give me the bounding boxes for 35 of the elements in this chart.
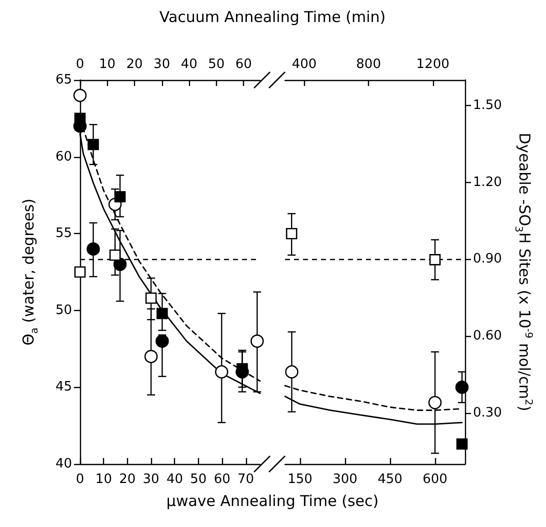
x-tick-label: 150 xyxy=(288,472,312,487)
x-tick-label: 0 xyxy=(76,472,84,487)
x-tick-label: 70 xyxy=(238,472,254,487)
x-tick-label: 600 xyxy=(422,472,448,487)
y-tick-label: 60 xyxy=(55,149,72,164)
x2-tick-label: 20 xyxy=(126,57,143,72)
x2-axis-title: Vacuum Annealing Time (min) xyxy=(159,8,386,26)
x2-tick-label: 30 xyxy=(154,57,170,72)
y-tick-label: 50 xyxy=(55,302,72,318)
x-tick-label: 30 xyxy=(142,472,160,487)
y-tick-label: 65 xyxy=(55,72,72,88)
x-tick-label: 300 xyxy=(332,472,358,487)
y2-tick-label: 1.20 xyxy=(473,174,502,190)
x-tick-label: 60 xyxy=(214,472,230,487)
x-tick-label: 10 xyxy=(95,472,112,487)
y2-tick-label: 0.30 xyxy=(473,405,502,420)
y-tick-label: 40 xyxy=(55,456,72,472)
x2-tick-label: 50 xyxy=(208,57,225,72)
x2-tick-label: 0 xyxy=(76,57,84,72)
x2-tick-label: 10 xyxy=(99,57,116,72)
x-tick-label: 40 xyxy=(166,472,184,487)
x2-tick-label: 1200 xyxy=(416,57,450,72)
x2-tick-label: 60 xyxy=(235,57,252,72)
x2-tick-label: 400 xyxy=(292,57,317,72)
x-tick-label: 50 xyxy=(190,472,207,487)
x2-tick-label: 800 xyxy=(356,57,381,72)
y-tick-label: 55 xyxy=(55,226,72,242)
y2-tick-label: 0.60 xyxy=(473,328,502,344)
x2-tick-label: 40 xyxy=(180,57,198,72)
x-axis-title: μwave Annealing Time (sec) xyxy=(166,492,379,510)
y-tick-label: 45 xyxy=(55,380,72,395)
y2-tick-label: 1.50 xyxy=(473,98,502,114)
x-tick-label: 450 xyxy=(378,472,402,487)
x-tick-label: 20 xyxy=(119,472,136,487)
y2-tick-label: 0.90 xyxy=(473,252,502,267)
